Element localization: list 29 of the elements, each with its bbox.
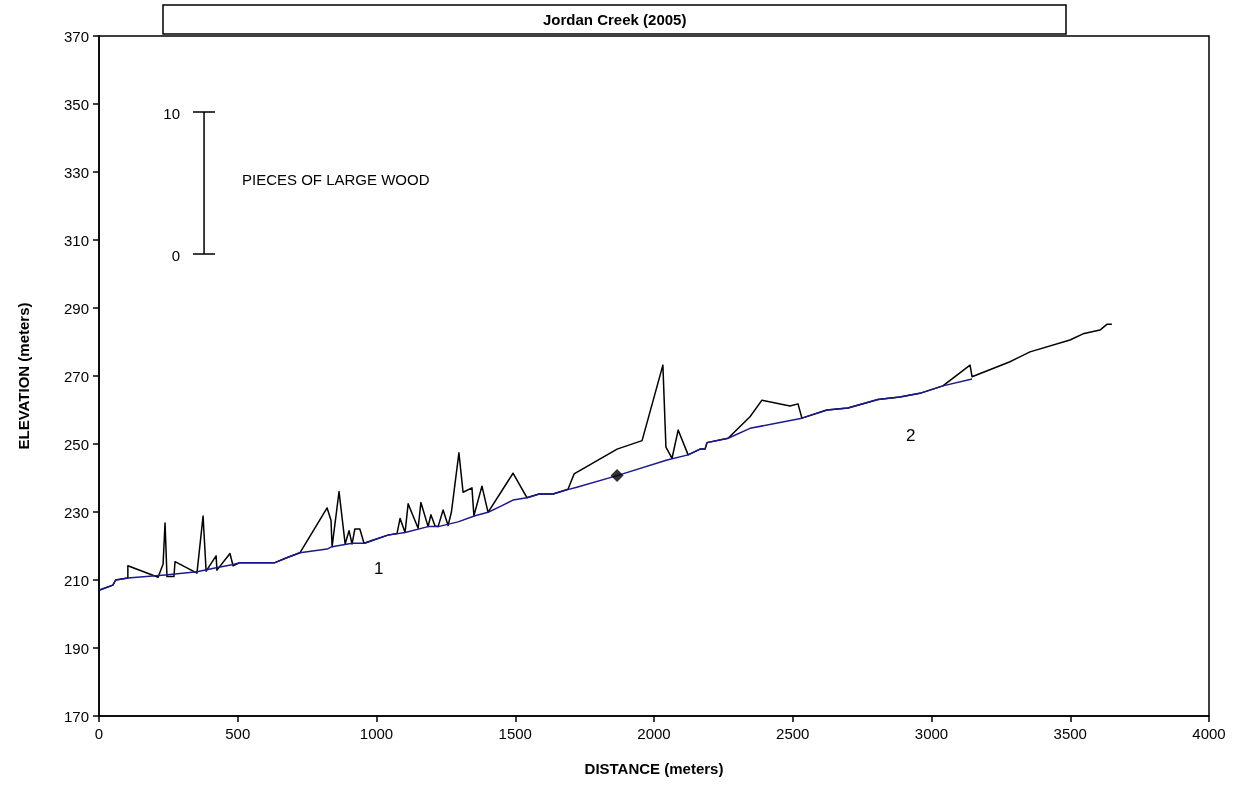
y-tick-label: 350 <box>63 95 89 113</box>
annotation: 1 <box>374 559 384 578</box>
annotation: 10 <box>163 105 180 122</box>
annotation: 2 <box>906 426 916 445</box>
y-tick-label: 270 <box>63 367 89 385</box>
x-tick-label: 3500 <box>1053 725 1087 742</box>
x-tick-label: 0 <box>94 725 104 742</box>
x-tick-label: 4000 <box>1192 725 1226 742</box>
y-tick-label: 230 <box>63 503 89 521</box>
y-tick-label: 170 <box>63 707 89 725</box>
y-tick-label: 290 <box>63 299 89 317</box>
x-tick-label: 2000 <box>637 725 671 742</box>
y-tick-label: 330 <box>63 163 89 181</box>
y-tick-label: 310 <box>63 231 89 249</box>
chart-title: Jordan Creek (2005) <box>543 11 687 28</box>
y-tick-label: 250 <box>63 435 89 453</box>
x-tick-label: 500 <box>225 725 251 742</box>
x-tick-label: 1000 <box>359 725 394 742</box>
annotation: PIECES OF LARGE WOOD <box>242 171 430 188</box>
y-tick-label: 210 <box>63 571 89 589</box>
annotation: 0 <box>171 247 180 264</box>
x-tick-label: 2500 <box>776 725 810 742</box>
line-series <box>98 378 973 591</box>
y-tick-label: 190 <box>63 639 89 657</box>
x-tick-label: 1500 <box>498 725 532 742</box>
x-tick-label: 3000 <box>914 725 949 742</box>
y-tick-label: 370 <box>63 27 89 45</box>
y-axis-title: ELEVATION (meters) <box>15 302 32 450</box>
x-axis-title: DISTANCE (meters) <box>584 760 724 777</box>
